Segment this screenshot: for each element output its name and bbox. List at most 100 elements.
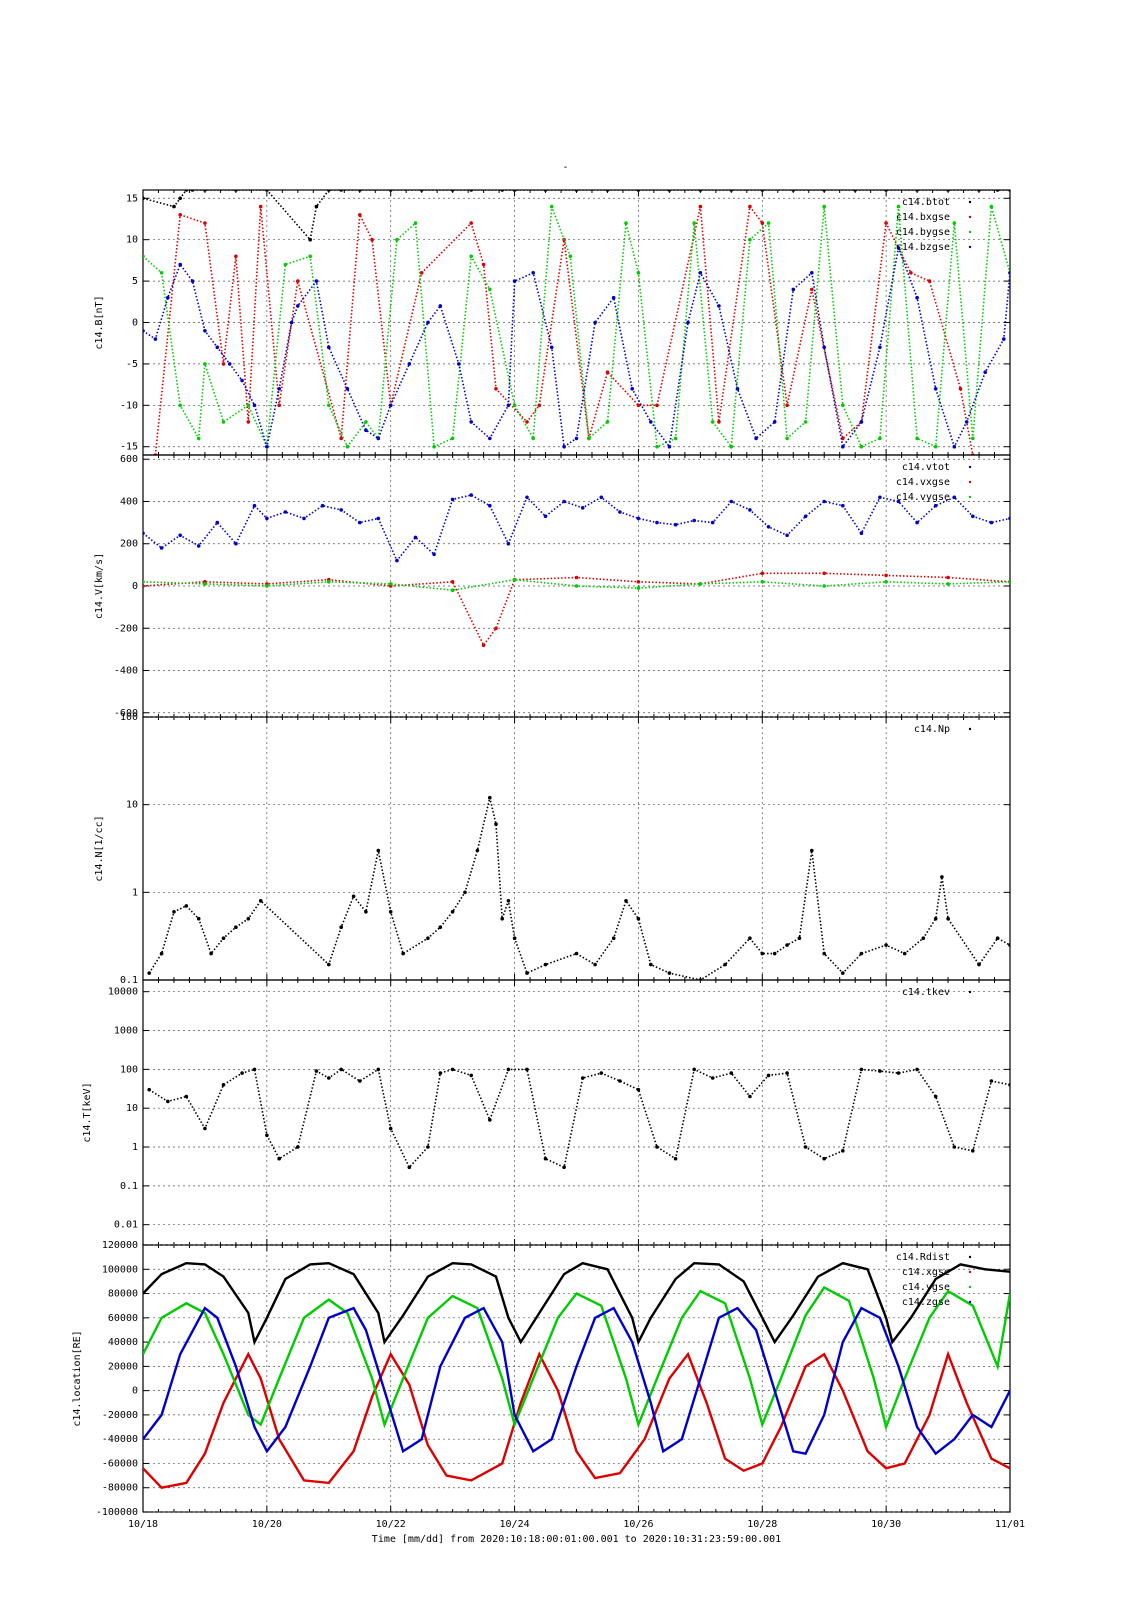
data-point: [407, 1165, 412, 1170]
data-point: [983, 370, 987, 375]
data-point: [196, 436, 201, 441]
data-point: [419, 190, 424, 192]
data-point: [822, 190, 826, 192]
legend-label: c14.xgse: [902, 1267, 950, 1278]
data-point: [190, 279, 195, 283]
y-tick-label: 60000: [108, 1313, 138, 1324]
data-point: [952, 495, 957, 500]
figure-title: -: [562, 162, 569, 173]
data-point: [574, 436, 579, 441]
data-point: [227, 362, 232, 366]
legend-marker: [968, 245, 972, 249]
data-point: [748, 237, 752, 242]
y-tick-label: 15: [126, 193, 138, 204]
data-point: [630, 387, 634, 391]
y-tick-label: 10000: [108, 987, 138, 998]
panel-frame: [142, 1244, 1011, 1513]
x-tick-label: 10/22: [376, 1519, 406, 1530]
data-point: [506, 899, 511, 903]
data-point: [388, 910, 393, 914]
data-point: [667, 971, 672, 975]
data-point: [878, 495, 882, 500]
data-point: [989, 204, 994, 209]
data-point: [203, 221, 207, 225]
y-tick-label: 10: [126, 235, 138, 246]
y-tick-label: -600: [114, 708, 138, 719]
data-point: [1008, 943, 1010, 947]
data-point: [580, 1076, 585, 1080]
data-point: [686, 320, 690, 325]
data-point: [841, 444, 845, 449]
data-point: [803, 1145, 808, 1149]
data-point: [426, 936, 430, 940]
series-points-c14.bxgse: [153, 204, 975, 455]
data-point: [1008, 190, 1010, 192]
data-point: [178, 403, 182, 408]
data-point: [388, 403, 393, 408]
data-point: [450, 436, 455, 441]
data-point: [655, 1145, 659, 1149]
x-tick-label: 10/18: [128, 1519, 158, 1530]
data-point: [760, 571, 765, 576]
data-point: [525, 971, 529, 975]
y-tick-label: 0.01: [114, 1220, 138, 1231]
data-point: [748, 936, 752, 940]
data-point: [438, 1071, 443, 1075]
y-tick-label: 1000: [114, 1026, 138, 1037]
data-point: [717, 420, 721, 424]
data-point: [649, 420, 653, 424]
y-tick-label: -100000: [96, 1507, 138, 1518]
data-point: [265, 190, 269, 192]
data-point: [246, 420, 251, 424]
data-point: [234, 254, 238, 259]
data-point: [636, 580, 641, 584]
data-point: [376, 1067, 381, 1072]
data-point: [618, 510, 622, 514]
data-point: [878, 436, 882, 441]
data-point: [859, 531, 864, 535]
data-point: [339, 190, 343, 192]
data-point: [351, 894, 356, 899]
data-point: [215, 520, 220, 525]
legend-label: c14.vtot: [902, 462, 950, 473]
y-tick-label: 100: [120, 1064, 138, 1075]
data-point: [772, 420, 777, 424]
data-point: [574, 584, 579, 588]
legend-marker: [968, 215, 972, 219]
data-point: [636, 586, 641, 590]
data-point: [358, 190, 362, 192]
data-point: [203, 1126, 207, 1131]
data-point: [364, 428, 368, 433]
data-point: [500, 190, 504, 192]
series-points-c14.vtot: [143, 493, 1010, 563]
series-line-c14.ygse: [143, 1285, 1010, 1431]
data-point: [364, 910, 368, 914]
legend-marker: [968, 1270, 972, 1274]
data-point: [438, 925, 443, 929]
data-point: [283, 262, 288, 267]
series-points-c14.bygse: [143, 204, 1010, 449]
data-point: [143, 329, 145, 333]
data-point: [896, 499, 901, 504]
data-point: [810, 848, 814, 853]
data-point: [178, 262, 182, 267]
data-point: [822, 204, 826, 209]
data-point: [143, 531, 145, 535]
data-point: [717, 304, 721, 308]
y-tick-label: -20000: [102, 1410, 138, 1421]
data-point: [494, 626, 498, 631]
data-point: [1008, 271, 1010, 275]
data-point: [605, 420, 610, 424]
data-point: [562, 499, 566, 504]
legend-marker: [968, 1300, 972, 1304]
time-axis-footer: Time [mm/dd] from 2020:10:18:00:01:00.00…: [372, 1534, 781, 1545]
series-trace-c14.Np: [148, 797, 1010, 980]
data-point: [159, 546, 164, 550]
data-point: [494, 822, 498, 826]
y-tick-label: 0: [132, 318, 138, 329]
data-point: [500, 916, 505, 921]
data-point: [147, 1087, 151, 1092]
data-point: [822, 345, 826, 350]
data-point: [989, 1079, 994, 1083]
data-point: [822, 951, 826, 956]
